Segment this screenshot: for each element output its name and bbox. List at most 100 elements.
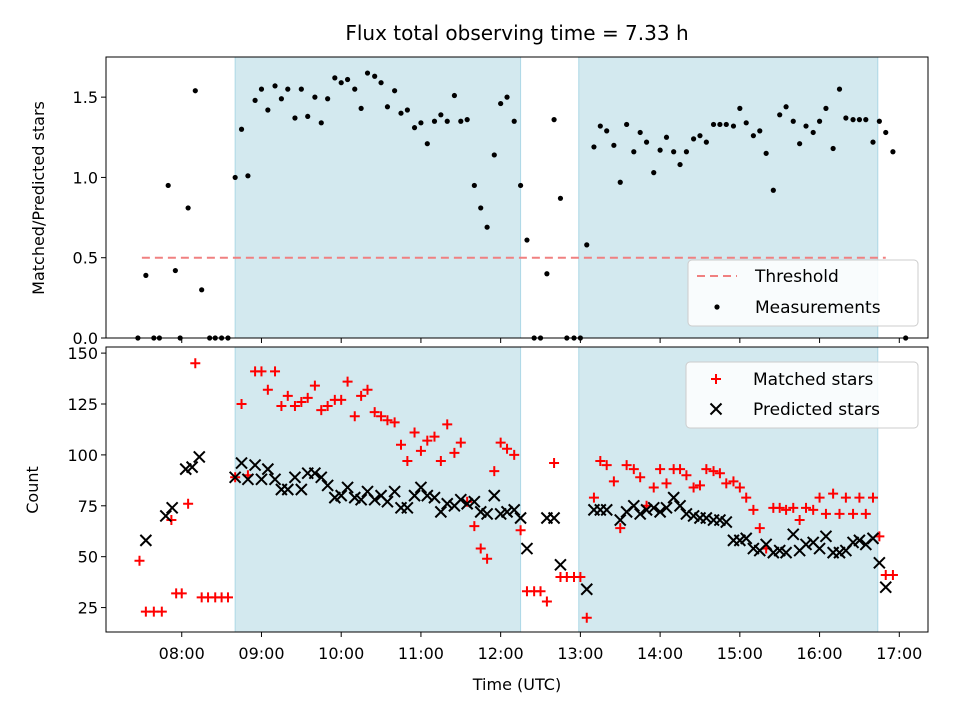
measurement-point <box>265 107 271 113</box>
predicted-star-point <box>315 471 328 484</box>
predicted-star-point <box>354 493 368 506</box>
matched-star-point <box>728 476 739 487</box>
matched-star-point <box>236 399 247 409</box>
matched-star-point <box>469 521 480 532</box>
matched-star-point <box>449 447 460 458</box>
predicted-star-point <box>281 483 294 496</box>
matched-star-point <box>316 405 327 416</box>
top-plot-frame <box>105 56 929 339</box>
measurement-point <box>651 170 657 176</box>
top-legend-box <box>687 259 919 327</box>
measurement-point <box>431 118 438 124</box>
measurement-point <box>232 174 238 181</box>
matched-star-point <box>635 472 646 483</box>
measurement-point <box>697 133 703 139</box>
matched-star-point <box>509 449 520 460</box>
matched-star-point <box>794 515 805 526</box>
predicted-star-point <box>185 460 199 474</box>
matched-star-point <box>389 417 400 428</box>
matched-star-point <box>402 456 413 466</box>
matched-star-point <box>801 502 812 513</box>
predicted-star-point <box>813 542 826 555</box>
measurement-point <box>517 182 524 189</box>
measurement-point <box>172 267 178 274</box>
predicted-star-point <box>468 495 481 508</box>
predicted-star-point <box>580 583 593 596</box>
matched-star-point <box>296 396 307 407</box>
matched-star-point <box>302 392 313 403</box>
matched-star-point <box>156 606 167 617</box>
x-tick-label: 08:00 <box>159 644 205 663</box>
x-tick-label: 12:00 <box>478 644 524 663</box>
measurement-point <box>843 115 849 121</box>
legend-measurements-label: Measurements <box>755 298 881 318</box>
matched-star-point <box>409 427 420 438</box>
matched-star-point <box>601 460 612 471</box>
matched-star-point <box>854 492 865 503</box>
measurement-point <box>318 120 324 126</box>
measurement-point <box>671 149 677 155</box>
measurement-point <box>544 271 550 277</box>
matched-star-point <box>781 504 792 515</box>
predicted-star-point <box>388 485 401 498</box>
measurement-point <box>663 134 670 140</box>
measurement-point <box>325 96 331 102</box>
matched-star-point <box>840 492 851 503</box>
matched-star-point <box>748 504 759 515</box>
predicted-star-point <box>241 473 255 486</box>
measurement-point <box>312 94 318 100</box>
matched-star-point <box>489 466 500 477</box>
observing-interval-1 <box>234 346 522 633</box>
measurement-point <box>611 142 617 148</box>
matched-star-point <box>336 394 347 405</box>
matched-star-point <box>741 492 752 503</box>
measurement-point <box>790 118 796 124</box>
measurement-point <box>418 120 424 126</box>
predicted-star-point <box>159 509 173 523</box>
y-tick-label: 1.0 <box>73 168 98 187</box>
predicted-star-point <box>740 532 753 545</box>
matched-star-point <box>848 508 859 519</box>
measurement-point <box>305 113 311 120</box>
predicted-star-point <box>647 501 660 515</box>
predicted-star-point <box>779 546 793 559</box>
measurement-point <box>730 123 737 129</box>
matched-star-point <box>190 358 201 369</box>
matched-star-point <box>362 384 373 395</box>
predicted-star-point <box>428 491 441 504</box>
measurement-point <box>677 161 683 168</box>
measurement-point <box>444 118 450 124</box>
y-tick-label: 125 <box>67 395 98 414</box>
predicted-star-point <box>787 528 800 541</box>
measurement-point <box>710 121 717 128</box>
measurement-point <box>737 105 743 111</box>
measurement-point <box>338 80 344 86</box>
measurement-point <box>850 117 856 123</box>
predicted-star-point <box>441 497 454 510</box>
x-axis-label: Time (UTC) <box>472 675 561 694</box>
measurement-point <box>551 117 557 123</box>
matched-star-point <box>502 443 513 454</box>
measurement-point <box>484 224 490 230</box>
matched-star-point <box>621 460 632 471</box>
predicted-star-point <box>514 511 527 525</box>
matched-star-point <box>708 466 719 477</box>
measurement-point <box>258 86 265 92</box>
matched-star-point <box>309 380 320 391</box>
measurement-point <box>352 86 358 92</box>
measurement-point <box>245 173 251 179</box>
predicted-star-point <box>633 507 647 521</box>
predicted-star-point <box>866 532 880 545</box>
matched-star-point <box>429 431 440 442</box>
matched-star-point <box>442 419 453 430</box>
measurement-point <box>298 86 304 92</box>
measurement-point <box>464 117 470 123</box>
x-tick-label: 10:00 <box>318 644 364 663</box>
measurement-point <box>657 147 663 153</box>
measurement-point <box>364 70 371 76</box>
matched-star-point <box>820 508 831 519</box>
predicted-star-point <box>520 542 534 555</box>
measurement-point <box>165 182 171 189</box>
predicted-star-point <box>879 581 892 594</box>
predicted-star-point <box>720 515 733 529</box>
